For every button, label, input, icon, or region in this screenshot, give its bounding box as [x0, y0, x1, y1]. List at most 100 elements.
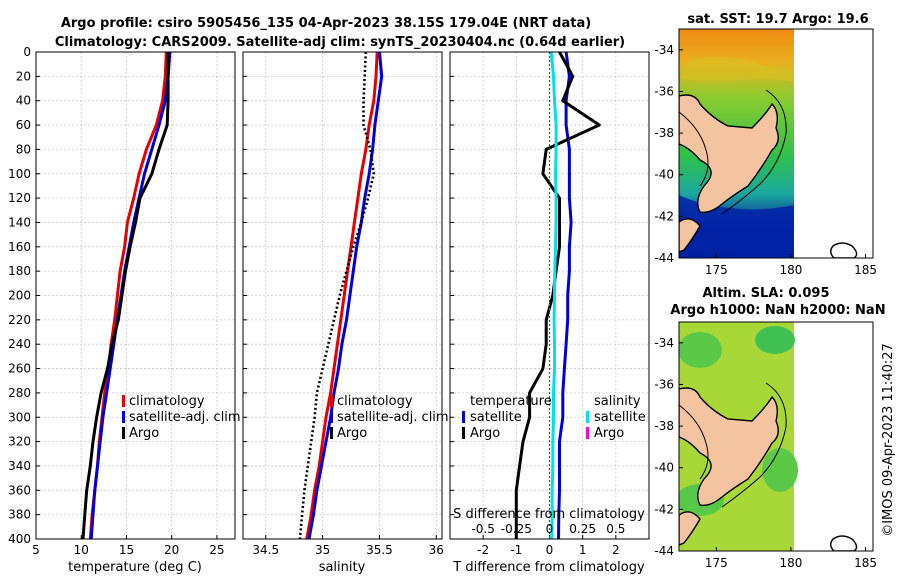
- depth-tick-label: 400: [8, 532, 31, 546]
- s-satellite-line: [549, 52, 558, 539]
- map-lon-label: 180: [779, 263, 802, 277]
- legend-t-satellite-label: satellite: [470, 410, 522, 425]
- map-lon-label: 175: [705, 556, 728, 570]
- map-lon-label: 180: [779, 556, 802, 570]
- depth-tick-label: 300: [8, 410, 31, 424]
- legend-t-satellite-swatch: [462, 411, 465, 423]
- sla-contour-east: [721, 382, 787, 508]
- t-satellite-line: [557, 52, 573, 539]
- argo-line: [81, 52, 170, 539]
- x-tick-label: 35: [315, 543, 330, 557]
- depth-tick-label: 380: [8, 508, 31, 522]
- map-lat-label: -34: [654, 336, 674, 350]
- legend-s-argo-swatch: [586, 427, 589, 439]
- figure-title-line2: Climatology: CARS2009. Satellite-adj cli…: [55, 35, 625, 50]
- s-tick-label: -0.25: [501, 522, 532, 536]
- salinity-legend: climatology satellite-adj. clim Argo: [330, 394, 449, 441]
- t-argo-line: [514, 52, 601, 539]
- salinity-tick-labels: 34.5 35 35.5 36: [252, 543, 444, 557]
- legend-s-satellite-swatch: [586, 411, 589, 423]
- depth-tick-label: 0: [23, 45, 31, 59]
- chatham-island-outline: [830, 535, 858, 551]
- difference-axes-frame: [449, 51, 650, 540]
- depth-tick-label: 60: [16, 118, 31, 132]
- depth-tick-label: 320: [8, 435, 31, 449]
- map-lat-label: -40: [654, 461, 674, 475]
- temperature-panel: 0 20 40 60 80 100 120 140 160 180 200 220 240 260 280 3…: [8, 45, 241, 575]
- legend-climatology-swatch: [330, 395, 333, 407]
- s-tick-label: 0.25: [569, 522, 596, 536]
- figure-title-line1: Argo profile: csiro 5905456_135 04-Apr-2…: [61, 16, 591, 31]
- sla-anomaly-1: [679, 332, 722, 368]
- x-tick-label: 1: [579, 543, 587, 557]
- temperature-series: [81, 52, 172, 539]
- depth-tick-label: 200: [8, 289, 31, 303]
- sla-map-title-line2: Argo h1000: NaN h2000: NaN: [670, 303, 885, 318]
- map-lat-label: -44: [654, 251, 674, 265]
- legend-temperature-title: temperature: [470, 394, 552, 409]
- sst-map-title: sat. SST: 19.7 Argo: 19.6: [687, 12, 868, 27]
- map-lon-label: 175: [705, 263, 728, 277]
- satellite-adj-clim-line: [307, 52, 384, 539]
- salinity-grid: [243, 51, 442, 540]
- x-tick-label: 34.5: [252, 543, 279, 557]
- south-island-land: [679, 218, 701, 253]
- x-tick-label: 5: [32, 543, 40, 557]
- legend-t-argo-label: Argo: [470, 426, 500, 441]
- map-lat-label: -36: [654, 377, 674, 391]
- x-tick-label: 15: [119, 543, 134, 557]
- depth-tick-label: 160: [8, 240, 31, 254]
- difference-legend: temperature satellite Argo salinity sate…: [462, 394, 646, 441]
- x-tick-label: 2: [612, 543, 620, 557]
- difference-series: [514, 52, 601, 539]
- map-lon-label: 185: [854, 556, 877, 570]
- x-tick-label: 25: [209, 543, 224, 557]
- x-tick-label: 36: [429, 543, 444, 557]
- sst-warm-patch: [679, 56, 794, 82]
- chatham-island-outline: [830, 242, 858, 258]
- s-tick-label: 0.5: [606, 522, 625, 536]
- legend-satellite-label: satellite-adj. clim: [129, 410, 241, 425]
- depth-tick-label: 100: [8, 167, 31, 181]
- legend-satellite-label: satellite-adj. clim: [337, 410, 449, 425]
- depth-tick-label: 260: [8, 362, 31, 376]
- legend-climatology-label: climatology: [337, 394, 413, 409]
- sla-map-panel: Altim. SLA: 0.095 Argo h1000: NaN h2000:…: [654, 286, 885, 570]
- legend-salinity-title: salinity: [594, 394, 641, 409]
- depth-tick-label: 360: [8, 483, 31, 497]
- x-tick-label: 0: [546, 543, 554, 557]
- legend-satellite-swatch: [330, 411, 333, 423]
- north-island-land: [679, 94, 779, 214]
- x-tick-label: -2: [477, 543, 489, 557]
- x-tick-label: 10: [74, 543, 89, 557]
- x-tick-label: 20: [164, 543, 179, 557]
- temperature-xlabel: temperature (deg C): [68, 560, 202, 575]
- legend-s-argo-label: Argo: [594, 426, 624, 441]
- sla-contour-west: [679, 404, 709, 480]
- depth-tick-label: 240: [8, 337, 31, 351]
- depth-tick-label: 280: [8, 386, 31, 400]
- depth-tick-label: 80: [16, 142, 31, 156]
- depth-tick-label: 220: [8, 313, 31, 327]
- north-island-land: [679, 387, 779, 507]
- depth-tick-label: 340: [8, 459, 31, 473]
- s-difference-tick-labels: -0.5 -0.25 0 0.25 0.5: [471, 522, 625, 536]
- temperature-tick-labels: 5 10 15 20 25: [32, 543, 224, 557]
- depth-tick-label: 120: [8, 191, 31, 205]
- salinity-axes-frame: [242, 51, 443, 540]
- t-difference-tick-labels: -2 -1 0 1 2: [477, 543, 619, 557]
- map-lat-label: -44: [654, 544, 674, 558]
- map-lat-label: -36: [654, 84, 674, 98]
- sla-anomaly-2: [755, 326, 795, 354]
- sst-contour-west: [679, 111, 709, 187]
- salinity-series: [298, 52, 384, 539]
- t-difference-xlabel: T difference from climatology: [452, 560, 645, 575]
- temperature-grid: [35, 51, 235, 540]
- legend-climatology-swatch: [122, 395, 125, 407]
- sst-map-panel: sat. SST: 19.7 Argo: 19.6 175 180 185 -34 -3…: [654, 12, 877, 277]
- satellite-adj-clim-line: [89, 52, 172, 539]
- sst-map-frame: [678, 28, 874, 259]
- map-lat-label: -38: [654, 419, 674, 433]
- depth-tick-label: 140: [8, 215, 31, 229]
